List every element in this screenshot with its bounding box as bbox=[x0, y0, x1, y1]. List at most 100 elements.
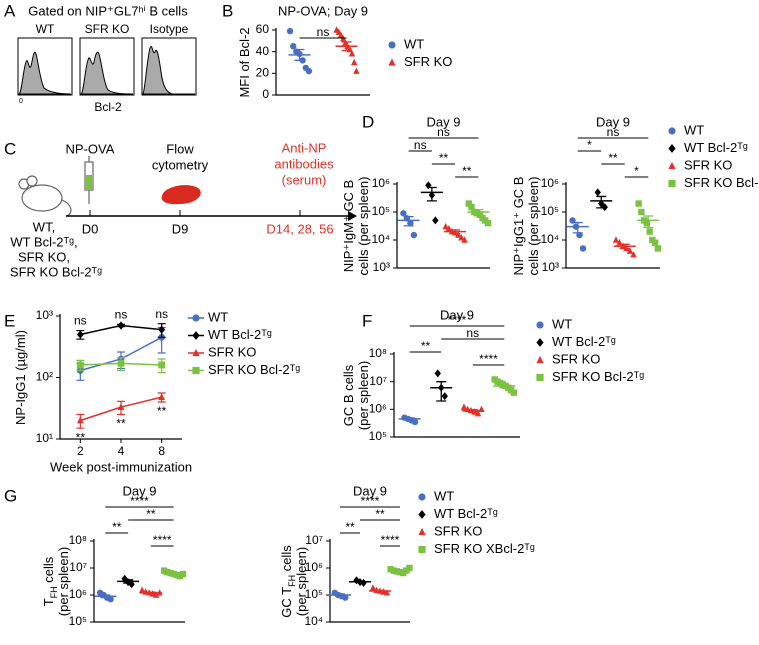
y-tick-label: 10⁵ bbox=[69, 614, 87, 628]
data-point bbox=[484, 219, 492, 227]
histogram-label: SFR KO bbox=[85, 22, 130, 36]
y-tick-label: 40 bbox=[256, 44, 270, 58]
data-point bbox=[406, 564, 413, 572]
data-point bbox=[353, 67, 360, 74]
data-point bbox=[432, 216, 439, 225]
panel-label: A bbox=[4, 1, 16, 20]
error-bar bbox=[395, 569, 405, 572]
y-axis-label: NIP⁺IgG1⁺ GC B bbox=[511, 177, 526, 276]
error-bar bbox=[619, 243, 630, 250]
spleen-icon bbox=[161, 185, 201, 205]
legend-marker bbox=[536, 355, 544, 364]
data-point bbox=[441, 392, 448, 401]
significance-label: ns bbox=[414, 138, 427, 152]
data-point bbox=[351, 58, 358, 66]
error-bar bbox=[499, 383, 510, 389]
timepoint: D14, 28, 56 bbox=[266, 221, 333, 236]
significance-label: ns bbox=[317, 25, 330, 39]
histogram-panels bbox=[17, 37, 197, 96]
chart-title: NP-OVA; Day 9 bbox=[278, 3, 368, 18]
chart-title: Day 9 bbox=[596, 114, 630, 129]
legend-label: WT bbox=[684, 122, 704, 137]
error-bar bbox=[572, 221, 583, 234]
legend-marker bbox=[536, 321, 544, 329]
y-tick-label: 10⁷ bbox=[305, 533, 323, 547]
y-tick-label: 10⁶ bbox=[372, 176, 390, 190]
significance-label: ns bbox=[607, 125, 620, 139]
legend-label: WT Bcl-2ᵀᵍ bbox=[434, 506, 498, 521]
data-point bbox=[594, 188, 601, 197]
legend-marker bbox=[418, 545, 426, 554]
annotation: ** bbox=[116, 417, 126, 431]
legend-label: SFR KO Bcl-2ᵀᵍ bbox=[552, 369, 644, 384]
mouse-group: SFR KO, bbox=[18, 249, 70, 264]
antibody-label: (serum) bbox=[282, 172, 327, 187]
error-bar bbox=[450, 229, 461, 235]
error-bar bbox=[403, 216, 414, 227]
panel-label: B bbox=[222, 1, 233, 20]
y-axis-label: NP-IgG1 (µg/ml) bbox=[13, 330, 28, 425]
y-axis-label-part: FH bbox=[287, 575, 297, 587]
y-tick-label: 10¹ bbox=[36, 431, 53, 445]
y-tick-label: 10⁶ bbox=[541, 176, 559, 190]
annotation: ns bbox=[115, 308, 128, 322]
y-axis-label-part: FH bbox=[49, 586, 59, 598]
data-point bbox=[651, 239, 659, 246]
legend-marker bbox=[388, 41, 396, 49]
y-axis-label-part: NIP⁺IgM⁺ GC B bbox=[341, 180, 356, 272]
y-axis-label-part: cells (per spleen) bbox=[356, 177, 371, 276]
x-tick-label: 2 bbox=[77, 444, 84, 458]
legend-marker bbox=[668, 127, 676, 135]
histogram-x-tick: 0 bbox=[19, 98, 23, 105]
y-axis-label-part: GC T bbox=[279, 587, 294, 618]
data-point bbox=[400, 210, 407, 217]
y-axis-label-part: cells bbox=[41, 556, 56, 586]
data-point bbox=[158, 361, 166, 369]
error-bar bbox=[436, 381, 447, 402]
error-bar bbox=[145, 591, 156, 595]
y-tick-label: 10⁵ bbox=[305, 587, 323, 601]
legend-label: WT Bcl-2ᵀᵍ bbox=[552, 334, 616, 349]
mouse-icon bbox=[18, 175, 72, 217]
y-axis-label-part: T bbox=[41, 598, 56, 606]
error-bar bbox=[355, 580, 365, 584]
legend-label: SFR KO Bcl-2ᵀᵍ bbox=[684, 175, 759, 190]
y-tick-label: 10³ bbox=[373, 260, 390, 274]
data-point bbox=[76, 416, 84, 424]
histogram-x-label: Bcl-2 bbox=[94, 100, 122, 114]
error-bar bbox=[467, 408, 478, 413]
chart-title: Day 9 bbox=[123, 483, 157, 498]
legend-label: WT Bcl-2ᵀᵍ bbox=[684, 140, 748, 155]
panel-label: D bbox=[362, 112, 374, 131]
histogram-label: Isotype bbox=[150, 22, 189, 36]
y-axis-label-part: (per spleen) bbox=[56, 547, 71, 616]
y-tick-label: 10⁶ bbox=[305, 560, 323, 574]
significance-label: ** bbox=[345, 520, 355, 534]
histogram-title: Gated on NIP⁺GL7ʰⁱ B cells bbox=[28, 3, 188, 18]
data-point bbox=[158, 393, 166, 401]
error-bar bbox=[341, 41, 352, 52]
data-point bbox=[138, 586, 146, 593]
annotation: ns bbox=[74, 314, 87, 328]
y-tick-label: 10⁵ bbox=[372, 204, 390, 218]
data-point bbox=[76, 330, 84, 339]
data-point bbox=[646, 228, 653, 235]
legend-marker bbox=[536, 373, 544, 382]
y-tick-label: 0 bbox=[262, 87, 269, 101]
y-tick-label: 10⁸ bbox=[69, 533, 87, 547]
chart-title: Day 9 bbox=[440, 307, 474, 322]
immunization-label: NP-OVA bbox=[66, 141, 115, 156]
legend-marker bbox=[536, 338, 544, 347]
error-bar bbox=[426, 186, 437, 202]
mouse-group: SFR KO Bcl-2ᵀᵍ bbox=[10, 264, 102, 279]
mouse-group: WT Bcl-2ᵀᵍ, bbox=[10, 234, 77, 249]
error-bar bbox=[100, 594, 111, 599]
y-axis-label: GC TFH cells bbox=[279, 545, 297, 618]
legend-marker bbox=[668, 144, 676, 153]
y-axis-label: (per spleen) bbox=[56, 547, 71, 616]
data-point bbox=[290, 43, 297, 50]
legend-marker bbox=[418, 527, 426, 536]
significance-label: **** bbox=[381, 533, 400, 547]
flow-label: Flow bbox=[166, 141, 194, 156]
legend-label: WT bbox=[552, 316, 572, 331]
